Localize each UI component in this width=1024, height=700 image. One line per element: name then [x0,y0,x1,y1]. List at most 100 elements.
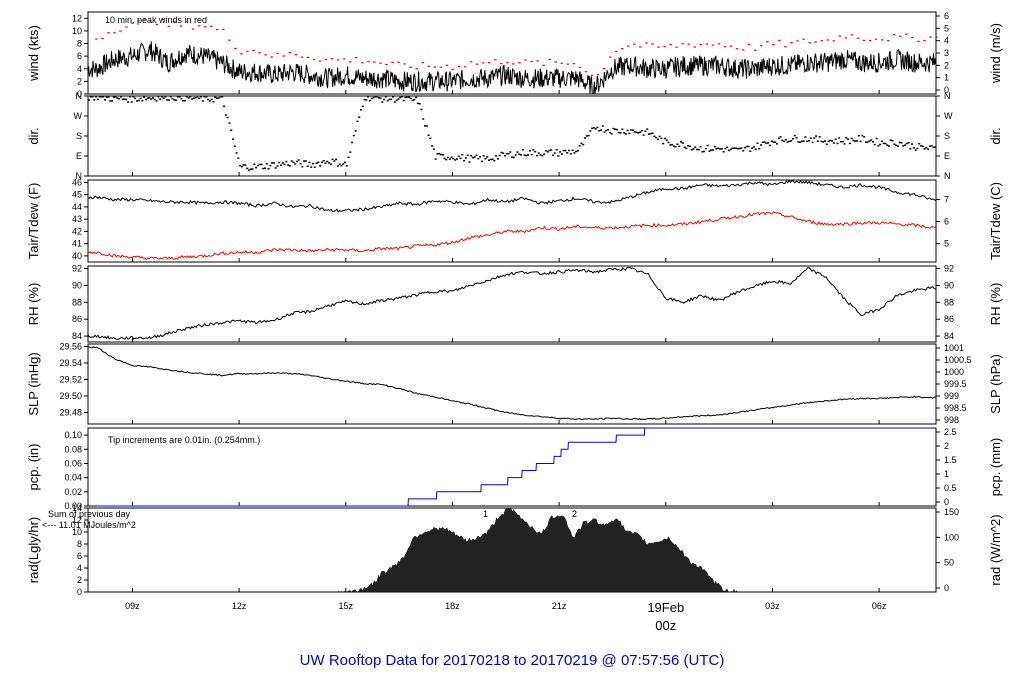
direction-dot [598,130,601,132]
y-tick-label-right: S [944,131,950,141]
y-tick-label: 12 [72,515,82,525]
direction-dot [667,141,670,144]
direction-dot [783,140,786,143]
direction-dot [203,96,206,98]
series-line [87,346,936,421]
y-tick-label: 41 [72,239,82,249]
direction-dot [605,129,608,132]
direction-dot [281,162,284,164]
y-tick-label-right: 1.5 [944,455,957,465]
peak-wind-dash [784,46,787,48]
y-axis-label-right: wind (m/s) [988,23,1003,84]
y-tick-label-right: 2 [944,441,949,451]
direction-dot [744,146,746,149]
direction-dot [656,138,659,141]
direction-dot [662,142,665,145]
direction-dot [724,147,727,150]
direction-dot [509,151,512,153]
direction-dot [637,132,640,134]
direction-dot [512,156,515,159]
series-line [87,179,936,213]
direction-dot [452,157,455,160]
y-axis-label-right: rad (W/m^2) [988,514,1003,585]
peak-wind-dash [149,21,153,23]
panel-frame [87,265,937,343]
peak-wind-dash [185,21,189,23]
y-axis-label-right: Tair/Tdew (C) [988,182,1003,260]
peak-wind-dash [717,43,721,45]
peak-wind-dash [379,62,382,64]
peak-wind-dash [693,46,697,48]
peak-wind-dash [566,63,570,65]
peak-wind-dash [614,50,618,53]
peak-wind-dash [95,38,98,40]
direction-dot [296,160,298,163]
direction-dot [280,164,282,166]
direction-dot [799,141,802,143]
direction-dot [617,131,620,134]
direction-dot [925,146,928,149]
direction-dot [472,156,474,159]
direction-dot [192,97,195,99]
direction-dot [244,164,247,166]
direction-dot [539,154,542,156]
precip-line [96,427,933,507]
direction-dot [239,164,242,167]
direction-dot [582,143,585,146]
direction-dot [630,129,633,131]
direction-dot [171,97,174,100]
direction-dot [594,128,597,130]
peak-wind-dash [246,50,249,52]
direction-dot [665,139,668,141]
y-tick-label-right: 2.5 [944,427,957,437]
peak-wind-dash [421,61,425,64]
panel-frame [87,95,937,177]
direction-dot [669,144,672,146]
peak-wind-dash [929,36,932,38]
direction-dot [441,154,444,156]
direction-dot [784,138,787,141]
direction-dot [456,158,458,160]
direction-dot [388,98,391,101]
direction-dot [840,140,842,143]
peak-wind-dash [107,32,110,34]
direction-dot [648,133,650,135]
direction-dot [896,145,899,147]
direction-dot [772,141,775,143]
direction-dot [692,148,695,150]
direction-dot [872,141,874,143]
direction-dot [719,148,722,150]
direction-dot [365,99,368,101]
y-tick-label: 8 [77,539,82,549]
direction-dot [164,96,167,98]
direction-dot [175,99,178,101]
peak-wind-dash [880,39,884,41]
direction-dot [749,150,752,153]
direction-dot [818,136,821,138]
direction-dot [560,153,563,155]
direction-dot [269,164,272,167]
peak-wind-dash [500,63,503,65]
direction-dot [626,129,629,132]
direction-dot [555,149,558,151]
peak-wind-dash [886,40,890,42]
peak-wind-dash [131,22,134,24]
y-tick-label-right: 92 [944,264,954,274]
direction-dot [676,143,679,146]
direction-dot [358,116,361,119]
direction-dot [687,144,690,147]
direction-dot [392,96,394,98]
y-tick-label-right: 84 [944,331,954,341]
direction-dot [720,147,723,150]
panel-frame [87,179,937,263]
direction-dot [393,101,396,103]
y-tick-label-right: N [944,91,951,101]
direction-dot [614,128,617,131]
direction-dot [345,165,348,167]
direction-dot [591,127,594,130]
direction-dot [105,96,108,98]
direction-dot [226,116,229,119]
direction-dot [532,149,535,151]
x-tick-label: 03z [765,601,780,611]
